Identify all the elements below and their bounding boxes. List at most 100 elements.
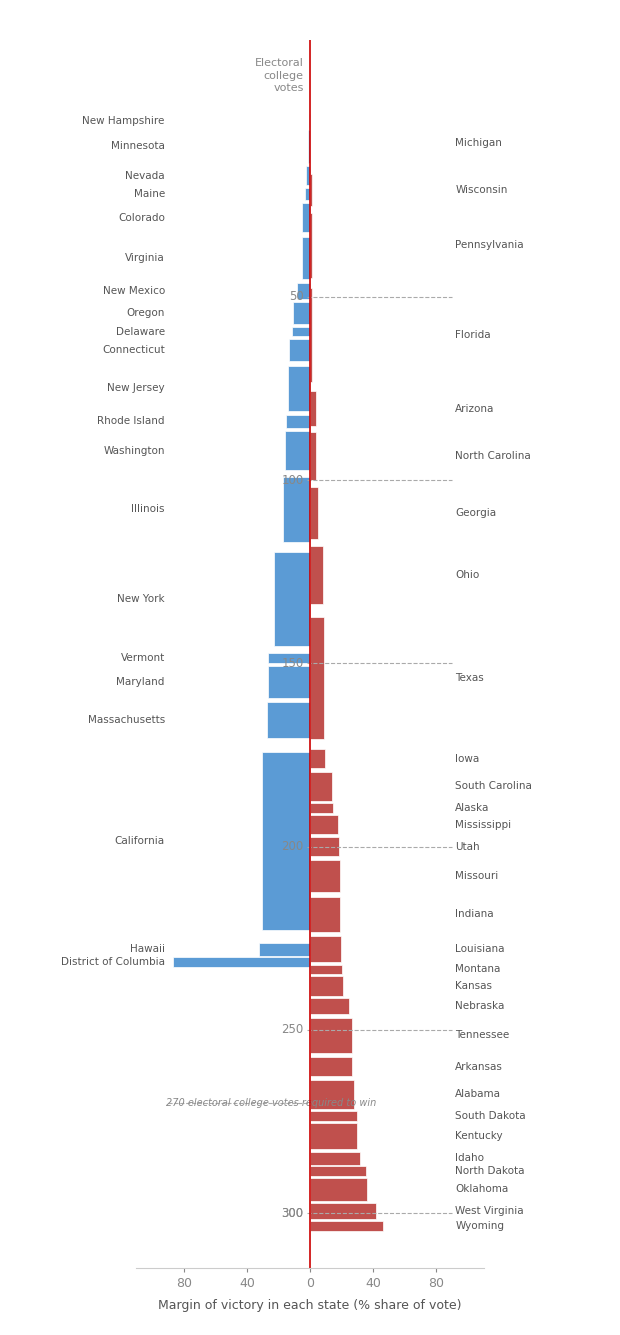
Text: Minnesota: Minnesota bbox=[111, 142, 165, 151]
Bar bbox=[262, 753, 310, 930]
Text: Vermont: Vermont bbox=[120, 653, 165, 662]
Bar bbox=[310, 1057, 352, 1076]
Bar bbox=[308, 131, 310, 163]
Text: Nevada: Nevada bbox=[125, 171, 165, 180]
Bar bbox=[310, 837, 339, 856]
Bar bbox=[310, 1152, 360, 1164]
Text: Nebraska: Nebraska bbox=[455, 1001, 505, 1011]
Text: Massachusetts: Massachusetts bbox=[87, 716, 165, 725]
Bar bbox=[310, 749, 325, 769]
Bar bbox=[283, 477, 310, 542]
Text: 300: 300 bbox=[281, 1207, 304, 1220]
Text: Texas: Texas bbox=[455, 673, 484, 684]
Text: Michigan: Michigan bbox=[455, 138, 502, 148]
Bar bbox=[310, 546, 323, 605]
Bar bbox=[310, 214, 312, 278]
Bar bbox=[285, 431, 310, 470]
Text: Arkansas: Arkansas bbox=[455, 1061, 503, 1072]
Bar bbox=[306, 166, 310, 186]
Bar bbox=[297, 283, 310, 299]
Text: New Jersey: New Jersey bbox=[107, 383, 165, 394]
Text: Wyoming: Wyoming bbox=[455, 1222, 504, 1231]
Bar bbox=[173, 957, 310, 967]
Bar bbox=[259, 943, 310, 956]
Bar bbox=[310, 487, 318, 539]
Text: Montana: Montana bbox=[455, 964, 500, 975]
Text: Washington: Washington bbox=[104, 446, 165, 455]
Bar bbox=[310, 1080, 354, 1108]
Text: 300: 300 bbox=[281, 1207, 304, 1220]
Bar bbox=[310, 897, 340, 932]
Text: Mississippi: Mississippi bbox=[455, 820, 511, 829]
Text: Rhode Island: Rhode Island bbox=[97, 417, 165, 426]
Text: South Dakota: South Dakota bbox=[455, 1111, 526, 1121]
Bar bbox=[268, 653, 310, 662]
Bar bbox=[288, 366, 310, 411]
Bar bbox=[310, 433, 316, 481]
Bar bbox=[310, 860, 340, 892]
Text: 100: 100 bbox=[281, 474, 304, 486]
Text: Arizona: Arizona bbox=[455, 403, 495, 414]
Text: South Carolina: South Carolina bbox=[455, 781, 532, 792]
Text: New York: New York bbox=[117, 594, 165, 605]
Text: Wisconsin: Wisconsin bbox=[455, 186, 508, 195]
Bar bbox=[286, 415, 310, 427]
Bar bbox=[305, 188, 310, 200]
Text: Iowa: Iowa bbox=[455, 754, 479, 764]
Text: 50: 50 bbox=[289, 290, 304, 303]
Text: Utah: Utah bbox=[455, 841, 480, 852]
Text: Alaska: Alaska bbox=[455, 804, 490, 813]
Text: New Hampshire: New Hampshire bbox=[82, 116, 165, 125]
Text: Hawaii: Hawaii bbox=[130, 944, 165, 955]
Text: Pennsylvania: Pennsylvania bbox=[455, 240, 524, 251]
Text: Connecticut: Connecticut bbox=[102, 344, 165, 355]
Text: Florida: Florida bbox=[455, 330, 491, 340]
Text: California: California bbox=[115, 836, 165, 846]
Bar bbox=[310, 804, 333, 813]
Bar bbox=[267, 702, 310, 738]
Text: District of Columbia: District of Columbia bbox=[61, 957, 165, 967]
Text: Maryland: Maryland bbox=[117, 677, 165, 686]
Text: 270 electoral college votes required to win: 270 electoral college votes required to … bbox=[166, 1099, 376, 1108]
Text: North Dakota: North Dakota bbox=[455, 1165, 525, 1176]
Bar bbox=[310, 1167, 366, 1176]
Bar bbox=[309, 115, 310, 127]
Text: Electoral
college
votes: Electoral college votes bbox=[255, 59, 304, 93]
Text: Oklahoma: Oklahoma bbox=[455, 1184, 508, 1195]
Bar bbox=[310, 936, 341, 963]
Bar bbox=[268, 666, 310, 698]
Text: Indiana: Indiana bbox=[455, 909, 494, 920]
Bar bbox=[310, 1017, 352, 1053]
Bar bbox=[310, 1203, 376, 1219]
Text: Tennessee: Tennessee bbox=[455, 1031, 510, 1040]
Bar bbox=[288, 339, 310, 362]
Bar bbox=[310, 772, 332, 801]
Text: North Carolina: North Carolina bbox=[455, 451, 531, 461]
Text: Virginia: Virginia bbox=[125, 254, 165, 263]
Bar bbox=[310, 1222, 383, 1231]
Text: Kansas: Kansas bbox=[455, 981, 492, 991]
Bar bbox=[310, 617, 324, 740]
X-axis label: Margin of victory in each state (% share of vote): Margin of victory in each state (% share… bbox=[158, 1299, 462, 1311]
Bar bbox=[310, 1177, 368, 1200]
Bar bbox=[310, 391, 316, 426]
Bar bbox=[310, 175, 312, 207]
Text: Louisiana: Louisiana bbox=[455, 944, 505, 955]
Bar bbox=[310, 965, 342, 975]
Text: Ohio: Ohio bbox=[455, 570, 479, 581]
Text: Georgia: Georgia bbox=[455, 509, 497, 518]
Bar bbox=[310, 1111, 357, 1121]
Text: Illinois: Illinois bbox=[131, 505, 165, 514]
Bar bbox=[310, 288, 312, 382]
Bar bbox=[275, 553, 310, 646]
Text: Kentucky: Kentucky bbox=[455, 1131, 503, 1141]
Text: Alabama: Alabama bbox=[455, 1089, 501, 1099]
Text: 200: 200 bbox=[281, 840, 304, 853]
Text: Oregon: Oregon bbox=[126, 308, 165, 318]
Text: New Mexico: New Mexico bbox=[102, 286, 165, 296]
Text: 250: 250 bbox=[281, 1024, 304, 1036]
Bar bbox=[310, 814, 338, 834]
Text: Maine: Maine bbox=[133, 190, 165, 199]
Bar bbox=[310, 976, 342, 996]
Text: Missouri: Missouri bbox=[455, 870, 498, 881]
